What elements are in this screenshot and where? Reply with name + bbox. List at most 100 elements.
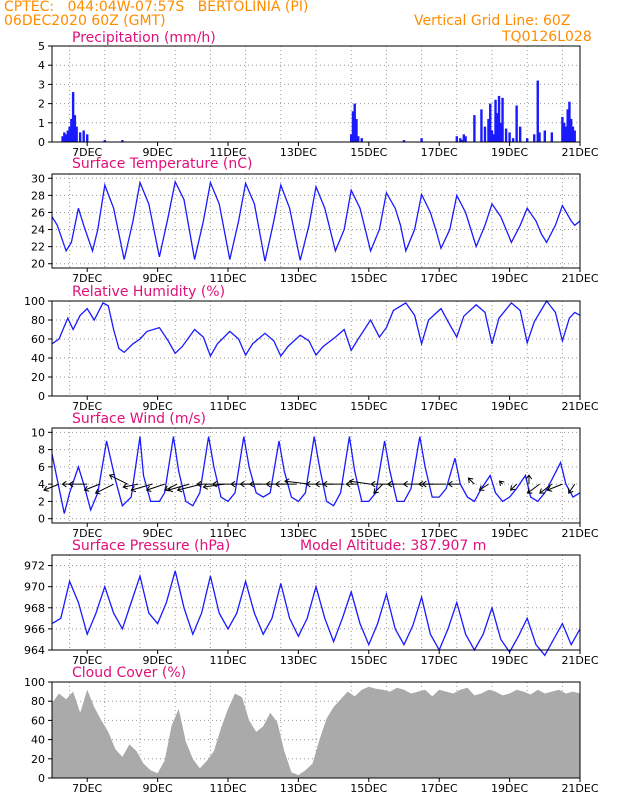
precip-bar (508, 132, 511, 142)
temp-xtick-label: 7DEC (72, 272, 102, 285)
wind-arrow (547, 483, 563, 491)
precip-bar (63, 132, 66, 142)
wind-ytick-label: 0 (38, 513, 45, 526)
precip-bar (526, 138, 529, 142)
pres-ytick-label: 972 (24, 560, 45, 573)
precip-bar (496, 113, 499, 142)
pres-xtick-label: 17DEC (421, 654, 458, 667)
wind-arrow-head (145, 485, 152, 493)
rh-ytick-label: 60 (31, 333, 45, 346)
rh-line (51, 299, 581, 358)
wind-arrow-head (386, 480, 393, 488)
rh-xtick-label: 11DEC (209, 400, 246, 413)
wind-xtick-label: 7DEC (72, 527, 102, 540)
precip-bar (68, 126, 71, 142)
wind-arrow-head (43, 485, 49, 492)
wind-arrow (146, 483, 165, 491)
grid-line-note: Vertical Grid Line: 60Z (414, 13, 571, 29)
precip-bar (71, 92, 75, 142)
precip-bar (497, 95, 501, 142)
wind-arrow-head (176, 486, 183, 493)
precip-frame (51, 45, 581, 143)
temp-xtick-label: 21DEC (561, 272, 598, 285)
rh-ytick-label: 20 (31, 371, 45, 384)
cloud-ytick-label: 40 (31, 734, 45, 747)
precip-bar (564, 126, 568, 142)
precip-bar (571, 126, 575, 142)
wind-xtick-label: 21DEC (561, 527, 598, 540)
precip-ytick-label: 1 (38, 117, 45, 130)
wind-arrow-head (314, 480, 320, 488)
cloud-ytick-label: 80 (31, 695, 45, 708)
pres-xtick-label: 7DEC (72, 654, 102, 667)
precip-bar (573, 130, 576, 142)
precip-bar (402, 140, 406, 142)
precip-bar (75, 126, 78, 142)
wind-arrow-head (546, 485, 553, 492)
precip-title: Precipitation (mm/h) (72, 30, 216, 46)
cloud-xtick-label: 11DEC (209, 782, 246, 795)
precip-xtick-label: 9DEC (143, 146, 173, 159)
precip-bar (455, 136, 458, 142)
precip-ytick-label: 4 (38, 59, 45, 72)
precip-ytick-label: 5 (38, 40, 45, 53)
wind-arrow-head (447, 480, 453, 488)
wind-arrow (131, 483, 153, 491)
wind-arrow-head (94, 488, 101, 495)
location-title: CPTEC: 044:04W-07:57S BERTOLINIA (PI) (4, 0, 309, 15)
pres-frame (51, 554, 581, 651)
precip-bar (459, 138, 462, 142)
precip-bar (82, 130, 85, 142)
wind-arrow-head (478, 485, 485, 491)
wind-xtick-label: 11DEC (209, 527, 246, 540)
wind-arrow-head (305, 480, 311, 488)
wind-arrow-head (239, 480, 245, 488)
wind-ytick-label: 10 (31, 426, 45, 439)
rh-ytick-label: 100 (24, 295, 45, 308)
wind-arrow-head (108, 473, 115, 480)
rh-title: Relative Humidity (%) (72, 284, 225, 300)
temp-ytick-label: 26 (31, 206, 45, 219)
temp-frame (51, 173, 581, 269)
precip-bar (357, 136, 360, 142)
precip-bar (70, 118, 73, 142)
temp-ytick-label: 30 (31, 172, 45, 185)
wind-arrow-head (370, 480, 376, 488)
precip-bar (473, 115, 476, 142)
precip-bar (538, 132, 541, 142)
precip-bar (533, 134, 536, 142)
wind-title: Surface Wind (m/s) (72, 411, 206, 427)
wind-arrow-head (167, 486, 174, 493)
wind-arrow (373, 483, 384, 494)
precip-bar (86, 134, 89, 142)
precip-bar (355, 118, 358, 142)
pres-xtick-label: 13DEC (280, 654, 317, 667)
wind-arrow-head (510, 485, 516, 491)
precip-xtick-label: 17DEC (421, 146, 458, 159)
run-date: 06DEC2020 60Z (GMT) (4, 13, 166, 29)
wind-arrow-head (211, 480, 218, 488)
precip-bar (489, 103, 492, 142)
model-code: TQ0126L028 (502, 29, 592, 45)
wind-arrow (527, 483, 540, 494)
wind-xtick-label: 17DEC (421, 527, 458, 540)
precip-bar (420, 138, 423, 142)
precip-xtick-label: 15DEC (350, 146, 387, 159)
wind-arrow-head (202, 483, 209, 490)
wind-arrow-head (373, 488, 379, 494)
precip-bar (360, 138, 363, 142)
pres-xtick-label: 11DEC (209, 654, 246, 667)
wind-ytick-label: 6 (38, 461, 45, 474)
cloud-frame (51, 681, 581, 779)
precip-ytick-label: 0 (38, 136, 45, 149)
wind-arrow-head (265, 480, 271, 488)
wind-arrow-head (525, 474, 533, 480)
precip-bar (353, 103, 356, 142)
cloud-ytick-label: 0 (38, 772, 45, 785)
wind-arrow (284, 480, 310, 485)
precip-bar (550, 132, 554, 142)
wind-arrow-head (230, 480, 236, 488)
wind-xtick-label: 15DEC (350, 527, 387, 540)
cloud-xtick-label: 17DEC (421, 782, 458, 795)
cloud-ytick-label: 20 (31, 753, 45, 766)
